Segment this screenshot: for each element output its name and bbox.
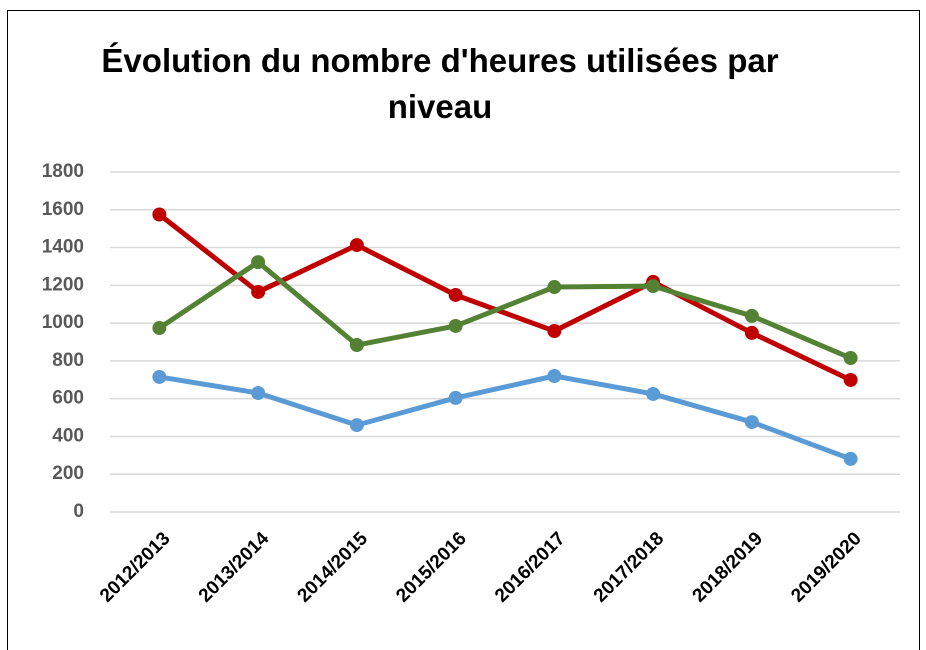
point bbox=[547, 280, 562, 295]
x-tick-label: 2014/2015 bbox=[294, 528, 373, 607]
point bbox=[646, 386, 661, 401]
point bbox=[251, 386, 266, 400]
y-tick-label: 200 bbox=[52, 463, 84, 484]
x-tick-label: 2018/2019 bbox=[689, 528, 767, 606]
chart-border bbox=[7, 10, 920, 650]
y-tick-label: 1200 bbox=[42, 274, 84, 295]
chart-title: Évolution du nombre d'heures utilisées p… bbox=[101, 42, 779, 125]
y-tick-label: 600 bbox=[52, 388, 84, 409]
y-tick-label: 1400 bbox=[42, 237, 84, 258]
point bbox=[843, 451, 858, 466]
point bbox=[251, 284, 266, 299]
point bbox=[251, 255, 266, 270]
point bbox=[448, 287, 463, 302]
y-tick-label: 1800 bbox=[42, 161, 84, 182]
point bbox=[349, 338, 364, 353]
point bbox=[646, 279, 661, 294]
point bbox=[547, 324, 562, 339]
y-tick-label: 1000 bbox=[42, 312, 84, 333]
point bbox=[152, 321, 167, 336]
x-tick-label: 2015/2016 bbox=[392, 528, 470, 606]
x-tick-label: 2017/2018 bbox=[590, 528, 668, 606]
y-tick-label: 800 bbox=[52, 350, 84, 371]
point bbox=[349, 418, 364, 433]
y-tick-label: 0 bbox=[73, 501, 84, 522]
y-tick-label: 1600 bbox=[42, 199, 84, 220]
point bbox=[152, 207, 167, 222]
point bbox=[744, 415, 759, 430]
x-tick-label: 2012/2013 bbox=[96, 528, 174, 606]
point bbox=[152, 369, 167, 384]
point bbox=[547, 369, 562, 383]
x-tick-label: 2016/2017 bbox=[491, 528, 569, 606]
series-line bbox=[157, 212, 852, 383]
point bbox=[349, 238, 364, 253]
point bbox=[744, 325, 759, 340]
x-tick-label: 2019/2020 bbox=[787, 528, 865, 606]
x-tick-label: 2013/2014 bbox=[195, 528, 274, 607]
point bbox=[843, 351, 858, 366]
series-line bbox=[157, 259, 852, 361]
point bbox=[744, 308, 759, 323]
series-line bbox=[158, 373, 852, 462]
point bbox=[448, 318, 463, 333]
y-tick-label: 400 bbox=[52, 425, 84, 446]
point bbox=[448, 390, 463, 405]
point bbox=[843, 372, 858, 387]
